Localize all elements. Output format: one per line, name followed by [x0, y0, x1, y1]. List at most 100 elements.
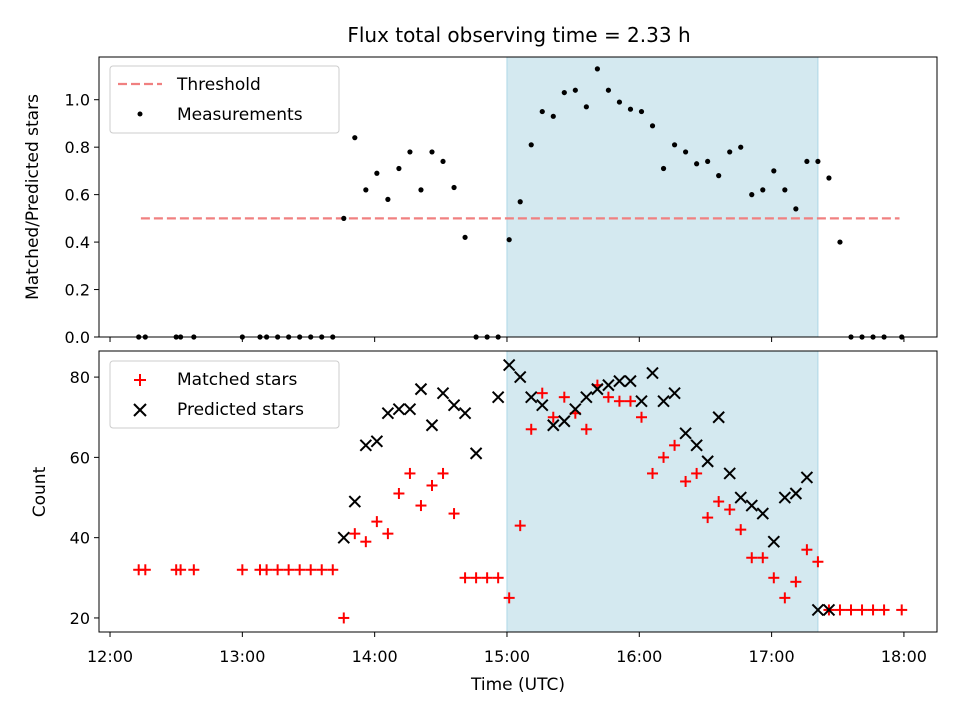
measurement-point: [451, 184, 457, 191]
predicted-stars-point: [359, 439, 373, 452]
predicted-stars-point: [536, 398, 549, 412]
predicted-stars-point: [458, 407, 472, 420]
matched-stars-point: [316, 564, 328, 576]
matched-stars-point: [746, 552, 758, 564]
measurement-point: [429, 149, 435, 155]
x-tick-label: 17:00: [749, 647, 795, 666]
top-y-ticks: 0.0 0.2 0.4 0.6 0.8 1.0: [65, 91, 99, 347]
matched-stars-point: [834, 604, 846, 616]
predicted-stars-point: [580, 390, 593, 404]
matched-stars-point: [779, 592, 791, 604]
matched-stars-point: [294, 564, 306, 576]
predicted-stars-point: [425, 419, 439, 432]
measurement-point: [705, 158, 711, 165]
matched-stars-point: [283, 564, 295, 576]
threshold-legend-label: Threshold: [176, 75, 261, 95]
measurement-point: [738, 144, 744, 150]
top-y-tick-label: 0.2: [65, 281, 90, 300]
measurement-point: [804, 158, 810, 165]
matched-stars-point: [613, 395, 625, 407]
matched-stars-point: [602, 391, 614, 403]
matched-stars-point: [360, 536, 372, 548]
top-y-tick-label: 0.4: [65, 233, 90, 252]
matched-stars-point: [393, 488, 405, 500]
top-panel: 0.0 0.2 0.4 0.6 0.8 1.0 Matched/Predicted sta…: [23, 56, 938, 347]
predicted-stars-point: [436, 386, 450, 400]
x-tick-label: 14:00: [352, 647, 398, 666]
measurement-point: [528, 142, 534, 148]
top-y-tick-label: 0.0: [65, 328, 90, 347]
top-y-tick-label: 0.8: [65, 138, 90, 157]
matched-stars-point: [713, 496, 725, 508]
predicted-stars-point: [679, 427, 692, 440]
predicted-stars-point: [646, 366, 659, 380]
measurement-point: [550, 113, 556, 119]
matched-stars-point: [680, 475, 692, 487]
predicted-stars-point: [723, 467, 736, 480]
matched-stars-point: [415, 500, 427, 512]
predicted-stars-point: [513, 370, 527, 384]
top-y-tick-label: 0.6: [65, 186, 90, 205]
matched-stars-point: [867, 604, 879, 616]
matched-stars-point: [437, 467, 449, 479]
measurement-point: [396, 165, 402, 172]
predicted-stars-point: [800, 471, 814, 484]
predicted-stars-point: [822, 603, 836, 617]
x-axis-label: Time (UTC): [470, 675, 565, 695]
predicted-stars-point: [701, 455, 714, 468]
matched-stars-point: [896, 604, 908, 616]
measurement-point: [572, 87, 578, 93]
matched-stars-point: [188, 564, 200, 576]
matched-stars-point: [724, 504, 736, 516]
predicted-stars-point: [789, 487, 803, 500]
measurement-point: [815, 158, 821, 165]
predicted-legend-label: Predicted stars: [177, 400, 304, 420]
measurement-point: [506, 237, 512, 243]
matched-stars-point: [525, 423, 537, 435]
matched-stars-point: [327, 564, 339, 576]
measurement-point: [760, 187, 766, 193]
matched-stars-point: [426, 479, 438, 491]
matched-legend-label: Matched stars: [177, 370, 297, 390]
predicted-stars-point: [613, 374, 626, 388]
predicted-stars-point: [403, 403, 417, 416]
bottom-axes-frame: [98, 350, 938, 633]
predicted-stars-point: [414, 382, 428, 396]
matched-stars-point: [635, 411, 647, 423]
top-axes-frame: [98, 56, 938, 338]
bottom-legend-box: [109, 360, 340, 429]
chart-title: Flux total observing time = 2.33 h: [347, 23, 690, 47]
matched-stars-point: [261, 564, 273, 576]
matched-stars-point: [845, 604, 857, 616]
measurement-point: [517, 199, 523, 205]
measurement-point: [583, 104, 589, 110]
measurement-point: [407, 149, 413, 155]
top-y-axis-label: Matched/Predicted stars: [23, 94, 43, 300]
measurement-point: [385, 196, 391, 202]
predicted-stars-point: [591, 382, 604, 396]
measurement-point: [771, 168, 777, 174]
measurement-point: [363, 187, 369, 193]
measurement-point: [561, 89, 567, 96]
measurement-point: [727, 149, 733, 155]
matched-stars-point: [514, 520, 526, 532]
matched-stars-point: [448, 508, 460, 520]
bottom-y-tick-label: 60: [70, 448, 90, 467]
top-data-marks: [136, 66, 905, 340]
bottom-y-tick-label: 80: [70, 368, 90, 387]
measurement-point: [594, 66, 600, 72]
measurement-point: [716, 173, 722, 179]
predicted-stars-point: [348, 495, 362, 508]
matched-stars-point: [459, 572, 471, 584]
bottom-y-tick-label: 20: [70, 609, 90, 628]
matched-stars-point: [647, 467, 659, 479]
matched-stars-point: [481, 572, 493, 584]
matched-stars-point: [878, 604, 890, 616]
measurement-point: [649, 123, 656, 129]
matched-stars-point: [272, 564, 284, 576]
measurement-point: [440, 158, 446, 165]
measurement-point: [638, 108, 645, 115]
matched-stars-point: [404, 467, 416, 479]
